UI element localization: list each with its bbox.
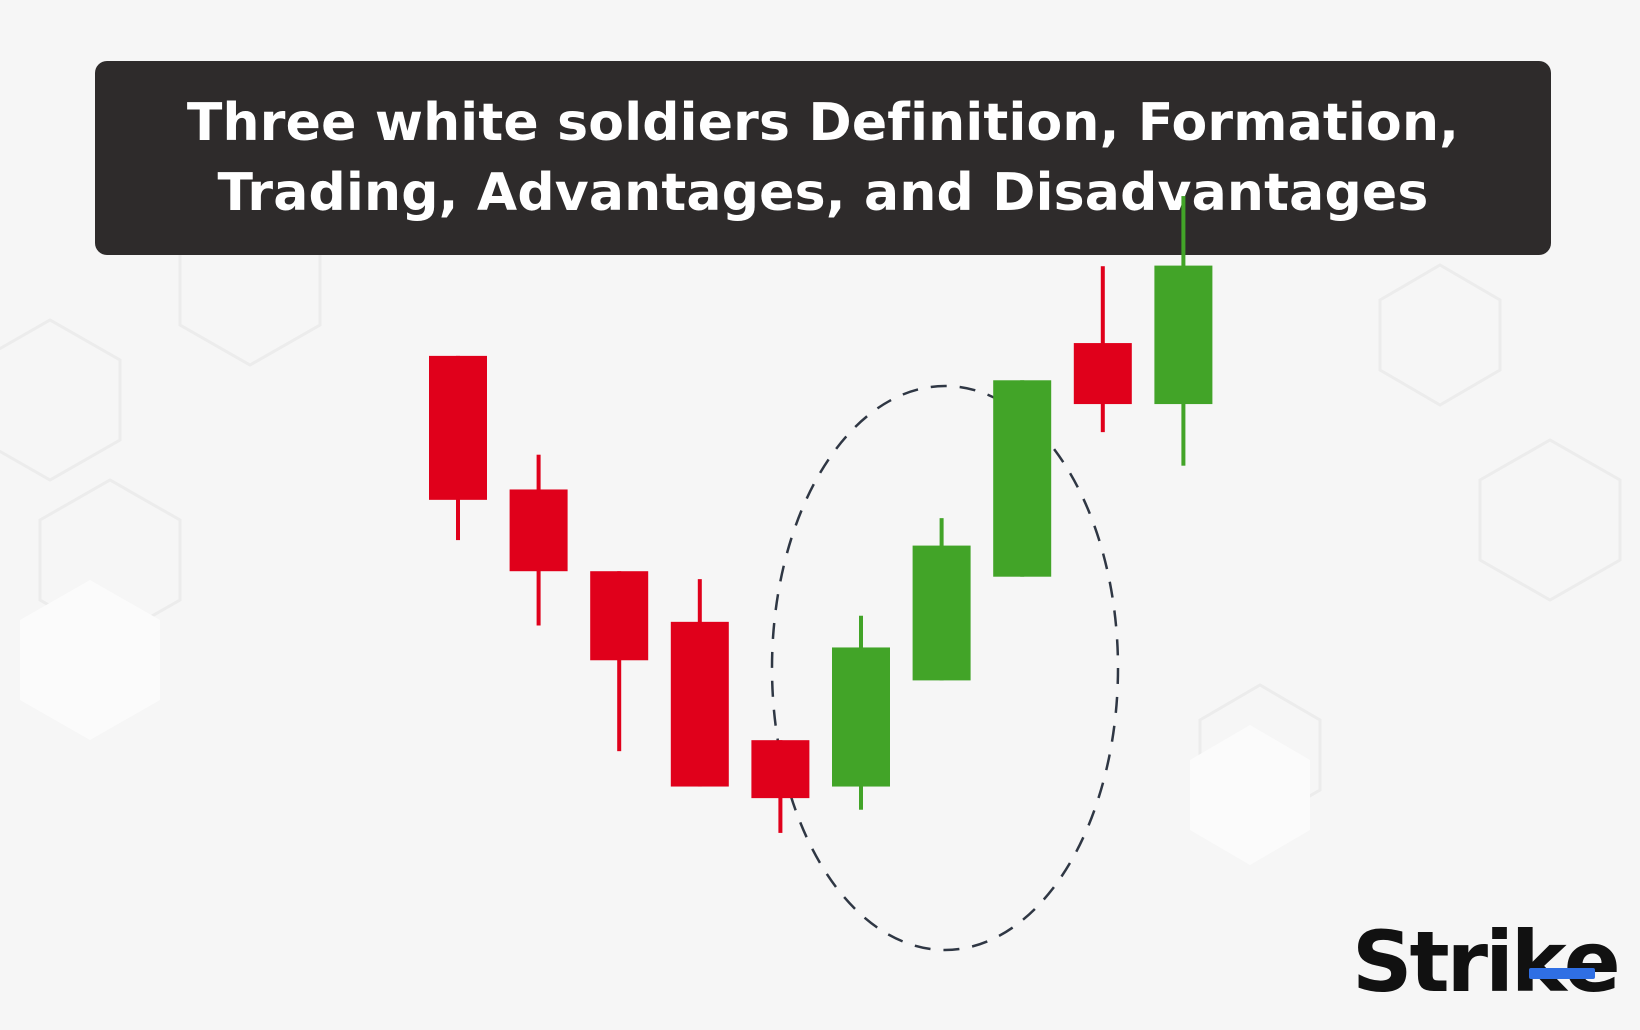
candle-body-8	[993, 380, 1052, 577]
highlight-ellipse	[770, 384, 1120, 952]
logo-accent-bar	[1528, 968, 1595, 979]
strike-logo: Strik e	[1352, 912, 1621, 1012]
candle-body-6	[832, 647, 890, 787]
candle-body-1	[429, 355, 487, 500]
candle-body-9	[1073, 343, 1132, 405]
candle-body-10	[1154, 265, 1213, 405]
title-line-2: Trading, Advantages, and Disadvantages	[217, 163, 1429, 223]
candle-body-2	[509, 489, 568, 572]
candle-body-5	[751, 740, 810, 799]
candle-body-4	[670, 621, 729, 787]
title-banner: Three white soldiers Definition, Formati…	[95, 61, 1551, 255]
candle-body-3	[590, 571, 649, 661]
logo-k-letter: k	[1511, 912, 1595, 1012]
logo-text-start: Stri	[1352, 913, 1514, 1011]
candle-body-7	[912, 545, 971, 681]
title-line-1: Three white soldiers Definition, Formati…	[186, 93, 1460, 153]
candle-wick-3	[617, 571, 622, 752]
logo-text-end: e	[1563, 913, 1621, 1011]
